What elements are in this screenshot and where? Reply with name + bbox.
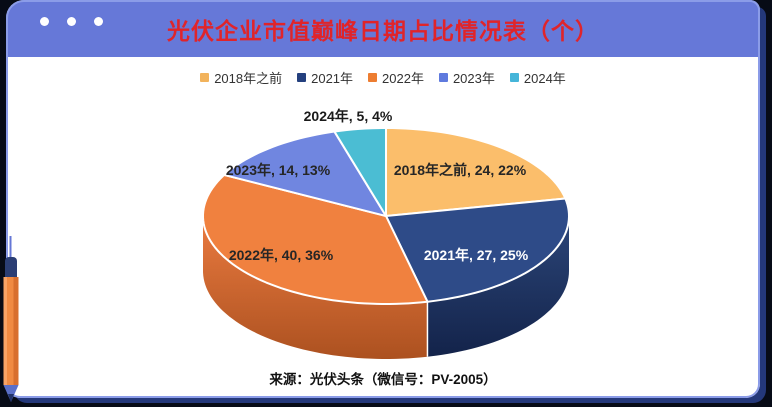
legend-swatch xyxy=(509,73,519,82)
legend-item-2024年: 2024年 xyxy=(509,68,566,87)
window-dot xyxy=(40,17,49,26)
legend-swatch xyxy=(438,73,448,82)
legend-label: 2018年之前 xyxy=(214,71,283,86)
card-border xyxy=(6,0,760,398)
source-caption: 来源：光伏头条（微信号：PV-2005） xyxy=(269,372,497,387)
legend-label: 2023年 xyxy=(452,71,495,86)
window-titlebar: 光伏企业市值巅峰日期占比情况表（个） xyxy=(6,0,760,57)
legend-swatch xyxy=(297,73,307,82)
legend-item-2023年: 2023年 xyxy=(438,68,495,87)
chart-card: 光伏企业市值巅峰日期占比情况表（个） 2018年之前 2021年 2022年 2023… xyxy=(6,0,760,398)
legend-item-2021年: 2021年 xyxy=(297,68,353,87)
chart-legend: 2018年之前 2021年 2022年 2023年 2024年 xyxy=(6,68,760,87)
legend-label: 2022年 xyxy=(382,71,424,86)
window-dot xyxy=(94,17,103,26)
legend-item-2022年: 2022年 xyxy=(368,68,424,87)
legend-swatch xyxy=(200,73,210,82)
legend-label: 2024年 xyxy=(523,71,566,86)
legend-label: 2021年 xyxy=(311,71,354,86)
legend-swatch xyxy=(368,73,378,82)
window-dots xyxy=(40,17,121,26)
chart-title: 光伏企业市值巅峰日期占比情况表（个） xyxy=(167,17,599,44)
window-dot xyxy=(67,17,76,26)
legend-item-2018年之前: 2018年之前 xyxy=(200,68,282,87)
